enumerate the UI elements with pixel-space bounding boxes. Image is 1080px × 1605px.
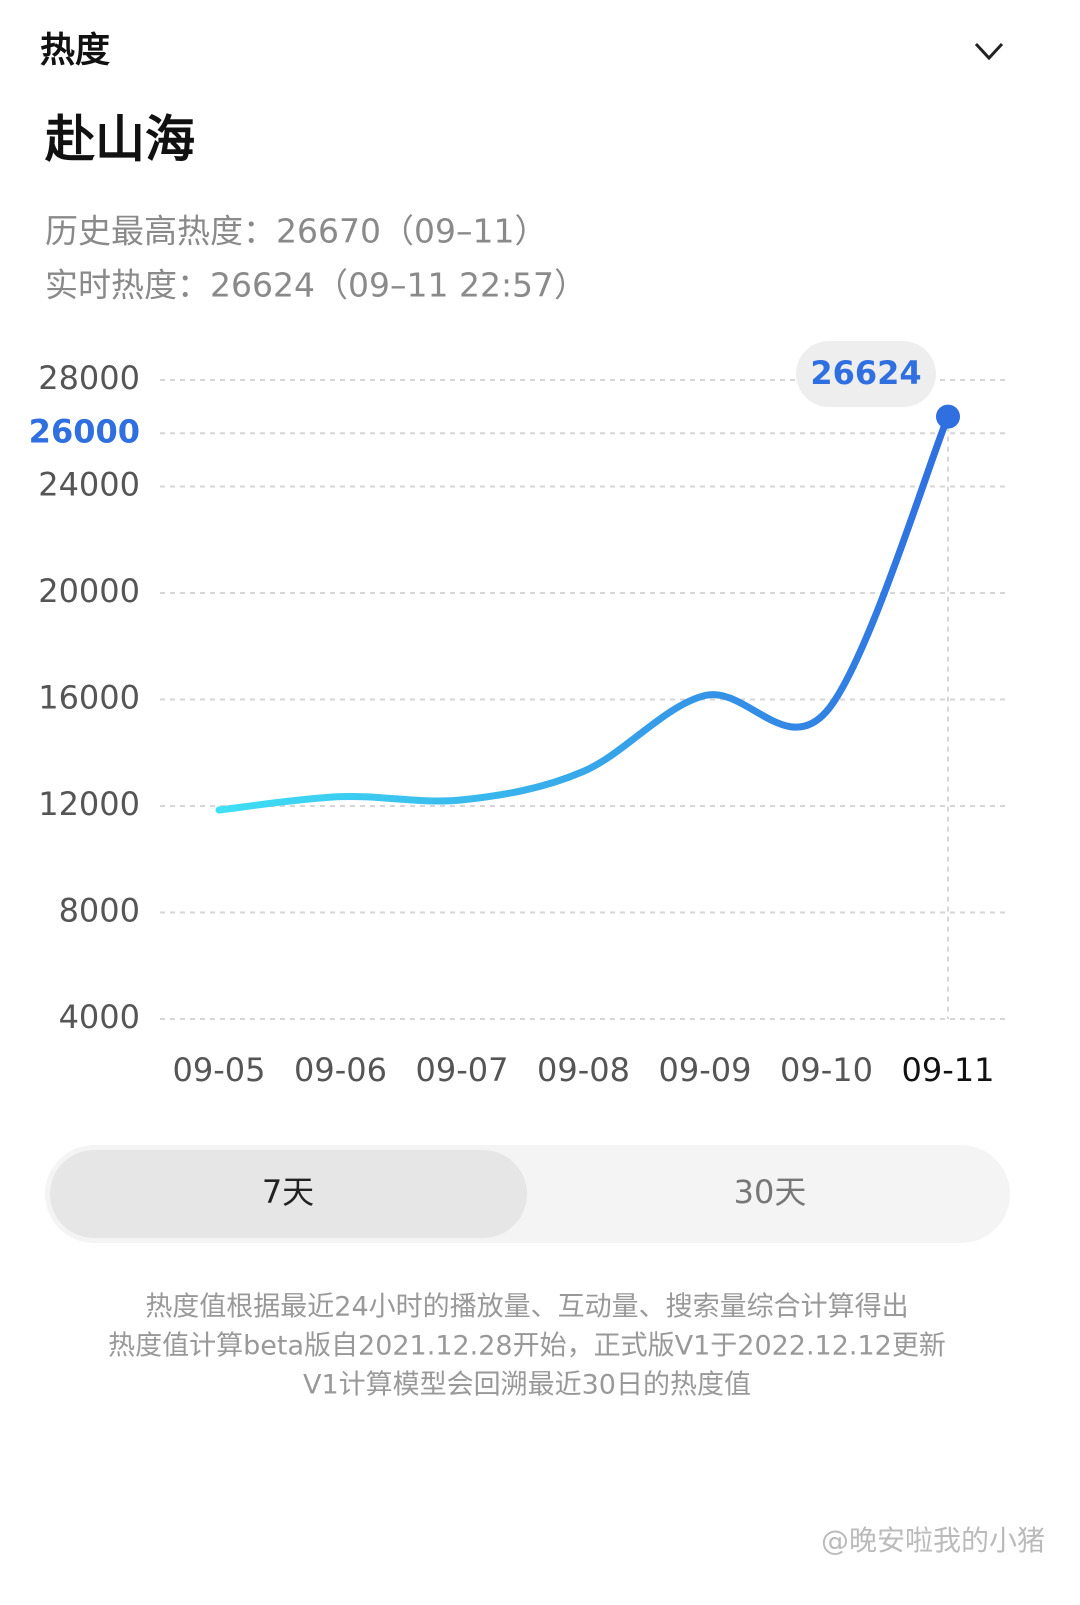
- y-tick-label: 8000: [59, 892, 140, 930]
- y-tick-label: 4000: [59, 998, 140, 1036]
- toggle: 7天 30天: [50, 1150, 806, 1238]
- toggle-option[interactable]: 7天: [262, 1173, 314, 1211]
- title: 赴山海: [44, 111, 195, 169]
- y-tick-label: 28000: [38, 359, 140, 397]
- footnote-line: 热度值根据最近24小时的播放量、互动量、搜索量综合计算得出: [145, 1292, 908, 1323]
- toggle-option[interactable]: 30天: [734, 1173, 807, 1211]
- chart: 4000 8000 12000 16000 20000 24000 26000 28000 09…: [29, 341, 1005, 1089]
- callout-value: 26624: [810, 354, 921, 392]
- callout-bg: [796, 341, 936, 407]
- x-tick-label: 09-05: [173, 1051, 266, 1089]
- watermark: @晚安啦我的小猪: [821, 1524, 1045, 1557]
- line: [215, 413, 952, 814]
- y-tick-label: 20000: [38, 572, 140, 610]
- point: [936, 404, 960, 429]
- x-tick-label: 09-07: [416, 1051, 509, 1089]
- y-tick-label: 24000: [38, 466, 140, 504]
- x-tick-label: 09-10: [780, 1051, 873, 1089]
- x-tick-label: 09-08: [537, 1051, 630, 1089]
- stat-live: 实时热度：26624（09–11 22:57）: [45, 266, 587, 305]
- collapse-icon[interactable]: [974, 42, 1004, 61]
- x-tick-label: 09-09: [659, 1051, 752, 1089]
- toggle-selected: [50, 1150, 527, 1238]
- x-tick-label: 09-06: [294, 1051, 387, 1089]
- footnote-line: V1计算模型会回溯最近30日的热度值: [303, 1370, 751, 1401]
- y-tick-label: 12000: [38, 785, 140, 823]
- y-tick-label: 16000: [38, 679, 140, 717]
- section-title: 热度: [40, 31, 110, 71]
- y-tick-label: 26000: [29, 412, 140, 450]
- x-tick-label: 09-11: [902, 1051, 995, 1089]
- stat-peak: 历史最高热度：26670（09–11）: [45, 212, 547, 251]
- footnote-line: 热度值计算beta版自2021.12.28开始，正式版V1于2022.12.12…: [108, 1331, 946, 1362]
